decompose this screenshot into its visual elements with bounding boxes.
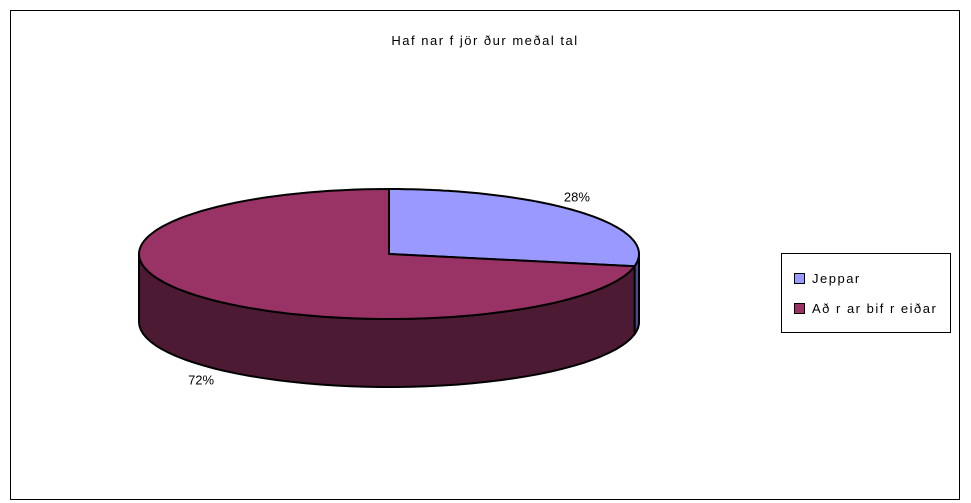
data-label-adrar-bifreidar: 72%	[188, 372, 214, 387]
chart-title: Haf nar f jör ður meðal tal	[391, 33, 579, 48]
legend-swatch-jeppar	[794, 272, 805, 284]
legend-label-adrar-bifreidar: Að r ar bif r eiðar	[812, 300, 938, 316]
legend: Jeppar Að r ar bif r eiðar	[781, 253, 951, 333]
pie-chart: 28% 72%	[138, 188, 640, 388]
legend-swatch-adrar-bifreidar	[794, 302, 805, 314]
pie-slice-adrar-bifreidar	[138, 188, 636, 320]
legend-item-jeppar: Jeppar	[794, 269, 861, 287]
chart-area: Haf nar f jör ður meðal tal 28% 72% Jeppa…	[10, 10, 960, 500]
legend-item-adrar-bifreidar: Að r ar bif r eiðar	[794, 299, 937, 317]
data-label-jeppar: 28%	[564, 190, 590, 205]
pie-slice-jeppar	[388, 188, 640, 268]
legend-label-jeppar: Jeppar	[812, 270, 861, 286]
